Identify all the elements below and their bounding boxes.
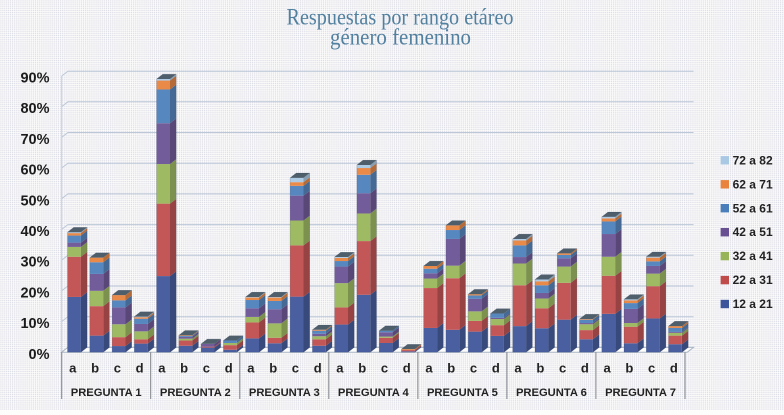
svg-text:60%: 60% xyxy=(20,163,49,179)
svg-text:b: b xyxy=(358,360,366,375)
svg-text:c: c xyxy=(292,360,299,375)
svg-text:PREGUNTA 3: PREGUNTA 3 xyxy=(249,387,320,399)
svg-text:40%: 40% xyxy=(20,224,49,240)
svg-text:50%: 50% xyxy=(20,193,49,209)
svg-text:12 a 21: 12 a 21 xyxy=(733,297,773,311)
svg-text:d: d xyxy=(225,360,233,375)
svg-text:d: d xyxy=(136,360,144,375)
svg-text:c: c xyxy=(114,360,121,375)
svg-text:PREGUNTA 7: PREGUNTA 7 xyxy=(605,387,676,399)
svg-text:b: b xyxy=(447,360,455,375)
svg-text:62 a 71: 62 a 71 xyxy=(733,177,773,191)
svg-text:género femenino: género femenino xyxy=(330,25,471,50)
svg-text:a: a xyxy=(247,360,255,375)
svg-text:d: d xyxy=(581,360,589,375)
svg-text:PREGUNTA 1: PREGUNTA 1 xyxy=(71,387,142,399)
svg-text:d: d xyxy=(403,360,411,375)
svg-text:20%: 20% xyxy=(20,285,49,301)
svg-text:a: a xyxy=(336,360,344,375)
svg-text:c: c xyxy=(203,360,210,375)
svg-text:Respuestas por rango etáreo: Respuestas por rango etáreo xyxy=(287,5,514,30)
svg-text:c: c xyxy=(470,360,477,375)
svg-text:a: a xyxy=(158,360,166,375)
svg-text:c: c xyxy=(559,360,566,375)
svg-text:70%: 70% xyxy=(20,132,49,148)
svg-text:b: b xyxy=(536,360,544,375)
svg-text:PREGUNTA 4: PREGUNTA 4 xyxy=(338,387,410,399)
svg-text:a: a xyxy=(514,360,522,375)
svg-text:72 a 82: 72 a 82 xyxy=(733,153,773,167)
svg-text:22 a 31: 22 a 31 xyxy=(733,273,773,287)
svg-text:80%: 80% xyxy=(20,101,49,117)
svg-text:PREGUNTA 2: PREGUNTA 2 xyxy=(160,387,231,399)
svg-text:b: b xyxy=(180,360,188,375)
svg-text:10%: 10% xyxy=(20,316,49,332)
svg-text:b: b xyxy=(91,360,99,375)
svg-text:PREGUNTA 6: PREGUNTA 6 xyxy=(516,387,587,399)
svg-text:b: b xyxy=(269,360,277,375)
svg-text:52 a 61: 52 a 61 xyxy=(733,201,773,215)
svg-text:a: a xyxy=(69,360,77,375)
svg-text:c: c xyxy=(381,360,388,375)
svg-text:d: d xyxy=(670,360,678,375)
svg-text:d: d xyxy=(314,360,322,375)
svg-text:0%: 0% xyxy=(29,347,50,363)
svg-text:90%: 90% xyxy=(20,71,49,87)
svg-text:c: c xyxy=(648,360,655,375)
svg-text:a: a xyxy=(603,360,611,375)
svg-text:42 a 51: 42 a 51 xyxy=(733,225,773,239)
svg-text:d: d xyxy=(492,360,500,375)
svg-text:PREGUNTA 5: PREGUNTA 5 xyxy=(427,387,498,399)
svg-text:30%: 30% xyxy=(20,255,49,271)
svg-text:a: a xyxy=(425,360,433,375)
svg-text:32 a 41: 32 a 41 xyxy=(733,249,773,263)
svg-text:b: b xyxy=(625,360,633,375)
